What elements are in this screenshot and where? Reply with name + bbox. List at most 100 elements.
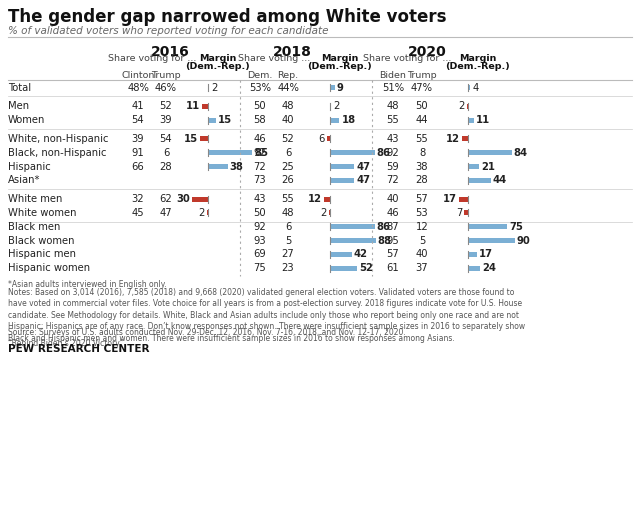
Text: 23: 23 [282,263,294,273]
Text: 45: 45 [132,208,144,218]
Text: 15: 15 [218,115,232,125]
Text: 48: 48 [282,208,294,218]
Bar [330,238,376,243]
Text: 11: 11 [186,102,200,111]
Text: 61: 61 [387,263,399,273]
Text: 26: 26 [282,176,294,185]
Text: Black women: Black women [8,236,74,246]
Text: 15: 15 [184,134,198,144]
Bar [459,197,468,202]
Text: 43: 43 [387,134,399,144]
Text: 95: 95 [387,236,399,246]
Text: 59: 59 [387,162,399,171]
Text: 28: 28 [416,176,428,185]
Text: Hispanic men: Hispanic men [8,249,76,260]
Bar [330,164,355,169]
Text: 52: 52 [359,263,373,273]
Bar [467,104,468,109]
Text: The gender gap narrowed among White voters: The gender gap narrowed among White vote… [8,8,447,26]
Text: 47%: 47% [411,82,433,93]
Text: 58: 58 [253,115,266,125]
Bar [327,136,330,141]
Text: 43: 43 [253,194,266,204]
Text: Biden: Biden [380,71,406,80]
Text: Share voting for ...: Share voting for ... [364,54,452,63]
Text: 6: 6 [285,148,291,158]
Text: 87: 87 [387,222,399,232]
Bar [329,210,330,215]
Text: 69: 69 [253,249,266,260]
Bar [324,197,330,202]
Text: 48: 48 [282,102,294,111]
Text: Share voting ...: Share voting ... [238,54,310,63]
Bar [468,252,477,257]
Bar [468,118,474,123]
Text: 93: 93 [253,236,266,246]
Text: 11: 11 [476,115,490,125]
Text: 24: 24 [483,263,497,273]
Bar [208,164,228,169]
Text: 55: 55 [282,194,294,204]
Text: Black, non-Hispanic: Black, non-Hispanic [8,148,106,158]
Text: Trump: Trump [407,71,437,80]
Text: 17: 17 [443,194,457,204]
Text: 57: 57 [415,194,428,204]
Text: 5: 5 [419,236,425,246]
Text: 41: 41 [132,102,144,111]
Text: Black men: Black men [8,222,60,232]
Text: 39: 39 [160,115,172,125]
Text: 38: 38 [230,162,244,171]
Text: Source: Surveys of U.S. adults conducted Nov. 29-Dec. 12, 2016, Nov. 7-16, 2018,: Source: Surveys of U.S. adults conducted… [8,328,406,348]
Text: 55: 55 [387,115,399,125]
Text: 54: 54 [132,115,144,125]
Text: White, non-Hispanic: White, non-Hispanic [8,134,109,144]
Text: 62: 62 [159,194,172,204]
Bar [330,178,355,183]
Text: 30: 30 [177,194,191,204]
Text: Notes: Based on 3,014 (2016), 7,585 (2018) and 9,668 (2020) validated general el: Notes: Based on 3,014 (2016), 7,585 (201… [8,288,525,342]
Bar [330,150,375,155]
Text: 86: 86 [377,222,390,232]
Bar [330,118,339,123]
Bar [330,266,357,271]
Text: 75: 75 [253,263,266,273]
Bar [465,210,468,215]
Text: 50: 50 [253,102,266,111]
Bar [330,224,375,229]
Text: 52: 52 [282,134,294,144]
Text: Rep.: Rep. [277,71,299,80]
Text: 28: 28 [160,162,172,171]
Text: Margin: Margin [199,54,237,63]
Text: 2020: 2020 [408,45,447,59]
Text: 92: 92 [253,148,266,158]
Text: 85: 85 [254,148,268,158]
Text: 9: 9 [337,82,344,93]
Bar [207,210,208,215]
Text: 4: 4 [472,82,478,93]
Bar [200,136,208,141]
Text: Men: Men [8,102,29,111]
Text: 12: 12 [308,194,322,204]
Text: 17: 17 [479,249,493,260]
Text: Clinton: Clinton [122,71,155,80]
Text: Total: Total [8,82,31,93]
Bar [202,104,208,109]
Text: 6: 6 [163,148,169,158]
Text: PEW RESEARCH CENTER: PEW RESEARCH CENTER [8,344,150,354]
Text: % of validated voters who reported voting for each candidate: % of validated voters who reported votin… [8,26,328,36]
Text: 37: 37 [416,263,428,273]
Text: 2018: 2018 [273,45,312,59]
Bar [468,266,481,271]
Bar [330,104,331,109]
Text: 47: 47 [356,162,371,171]
Text: 8: 8 [419,148,425,158]
Text: 46: 46 [387,208,399,218]
Text: (Dem.-Rep.): (Dem.-Rep.) [308,62,372,71]
Text: 51%: 51% [382,82,404,93]
Text: 92: 92 [253,222,266,232]
Bar [468,85,470,90]
Text: *Asian adults interviewed in English only.: *Asian adults interviewed in English onl… [8,280,166,289]
Bar [468,224,507,229]
Text: 2: 2 [321,208,327,218]
Bar [330,85,335,90]
